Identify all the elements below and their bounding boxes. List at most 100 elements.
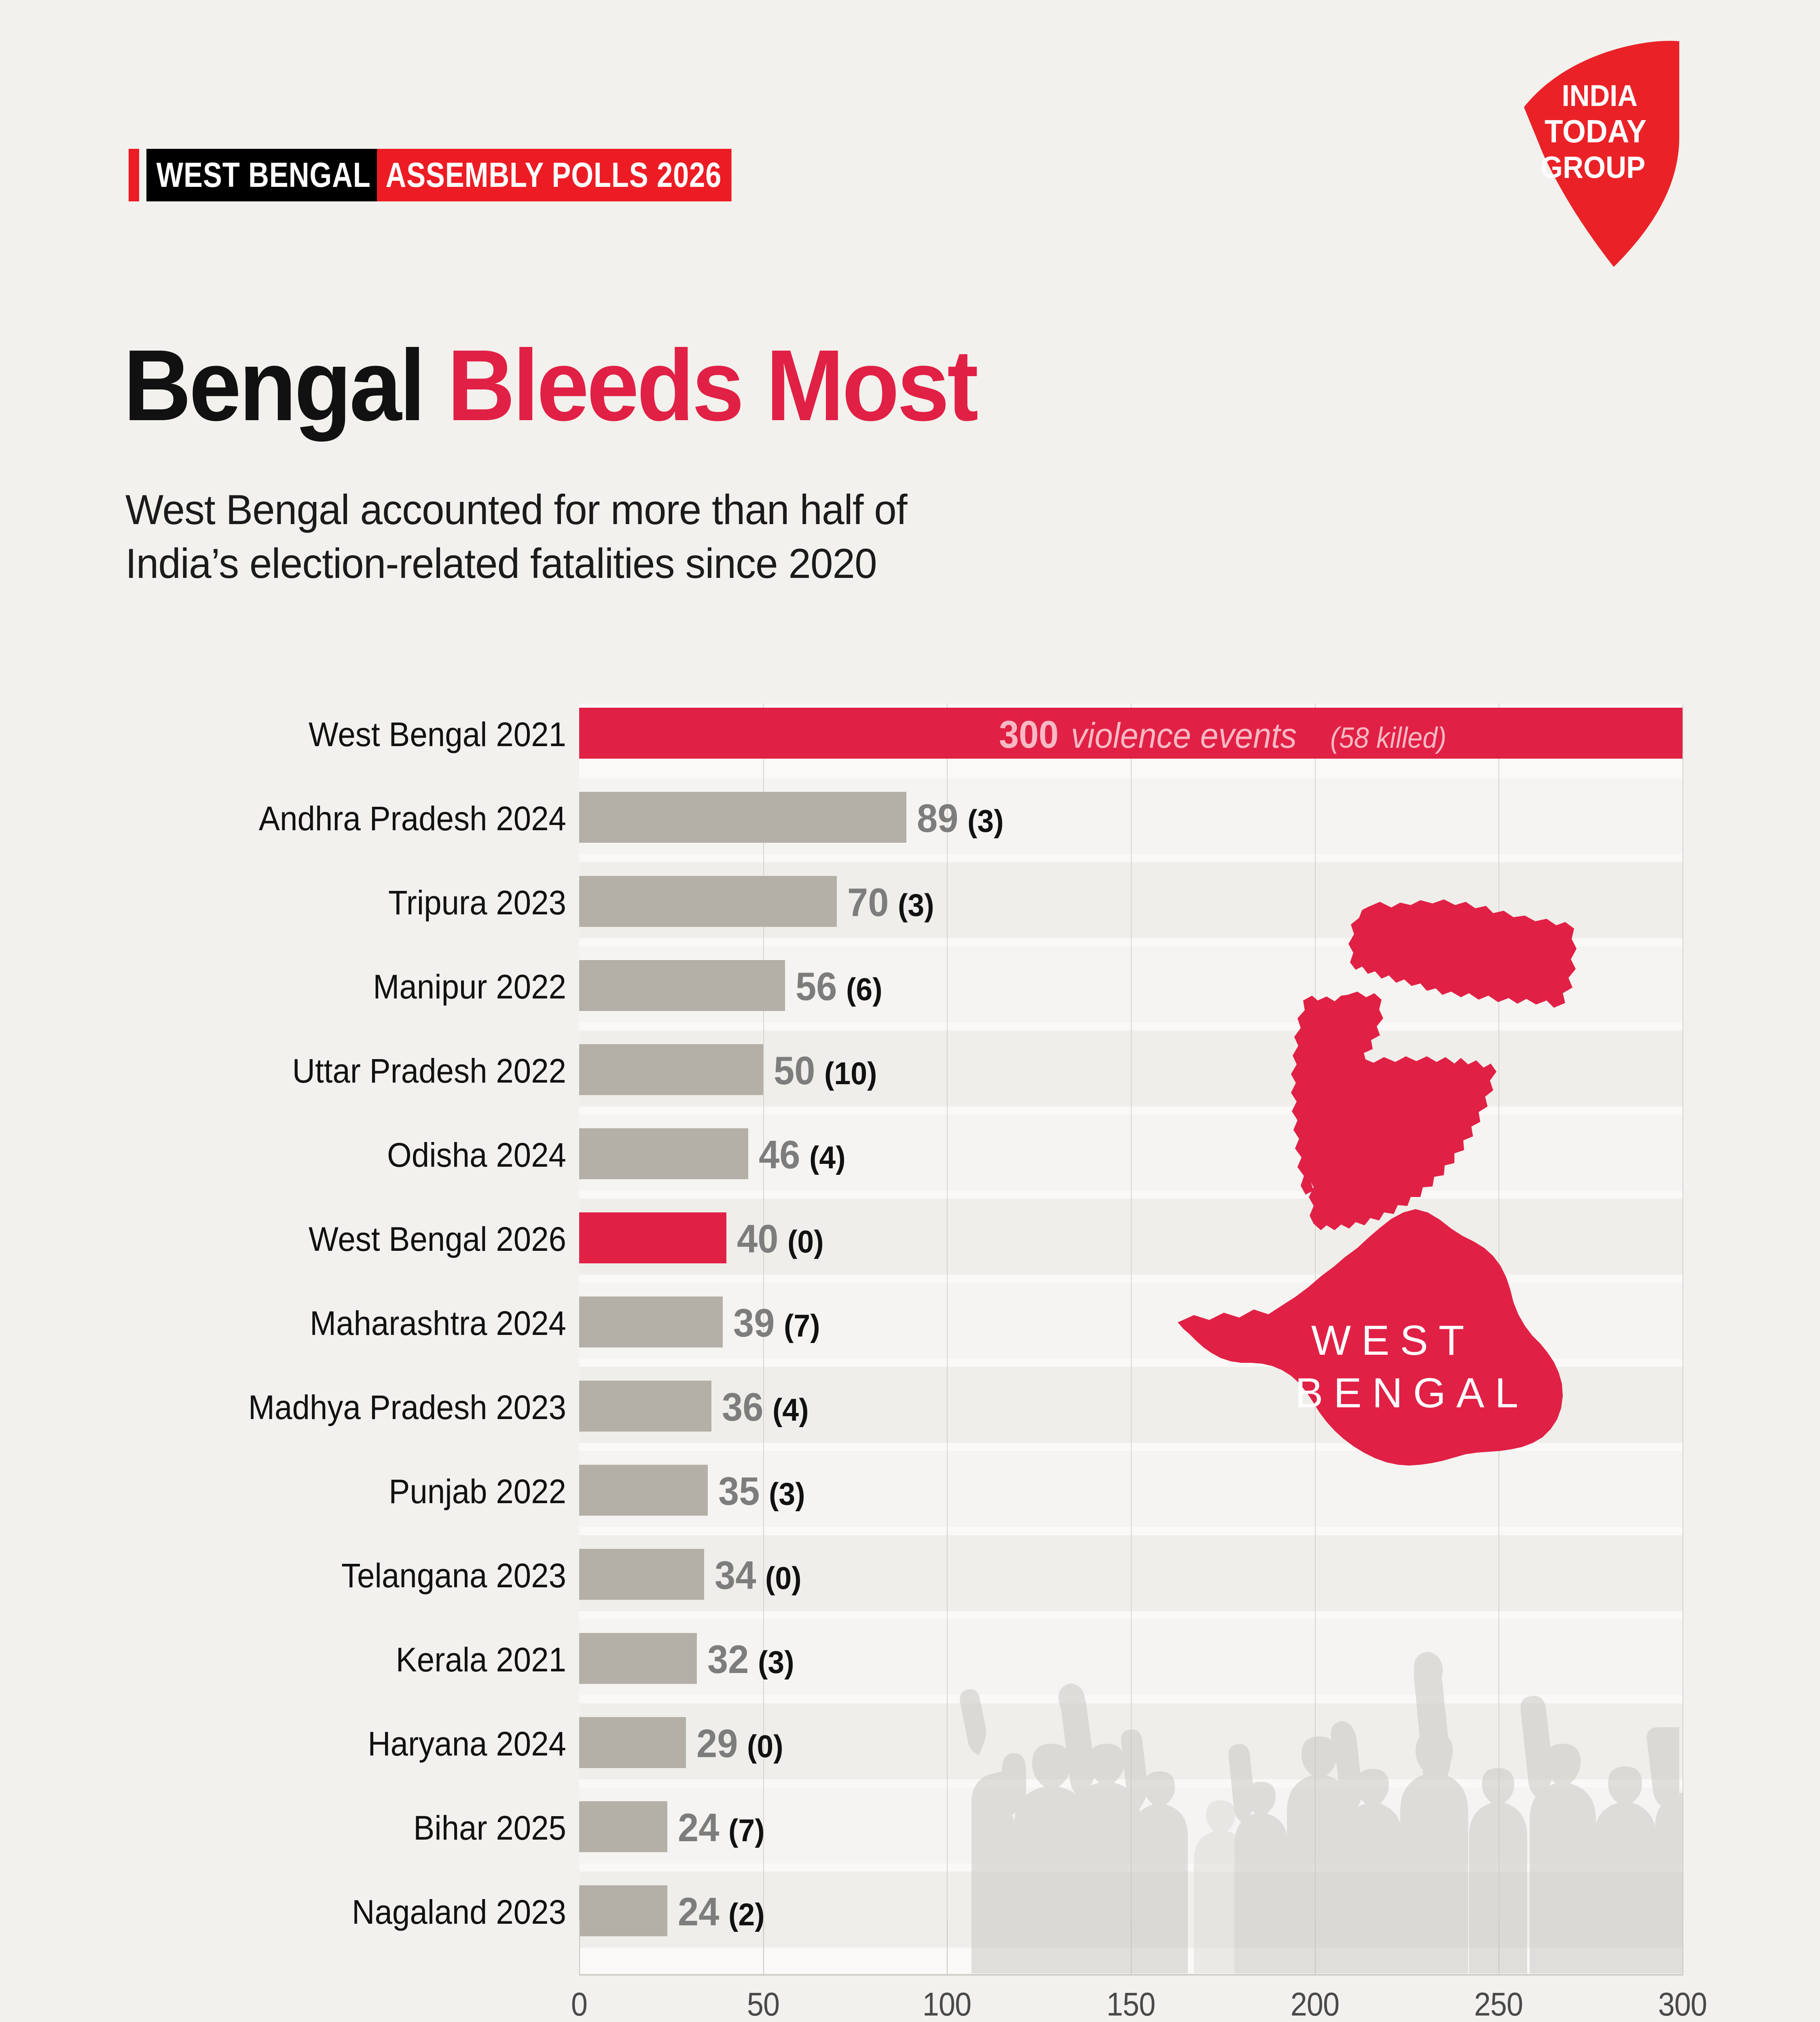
row-label-west-bengal-2026: West Bengal 2026 (309, 1220, 566, 1258)
killed-count: (4) (772, 1392, 809, 1428)
row-label-manipur-2022: Manipur 2022 (373, 968, 566, 1006)
highlight-events-count: 300 (999, 713, 1059, 756)
title-part-bengal: Bengal (123, 328, 447, 442)
tick-label-150: 150 (1106, 1986, 1155, 2022)
events-count: 29 (696, 1721, 738, 1766)
bar-andhra-pradesh-2024 (579, 792, 907, 843)
banner-state-label: WEST BENGAL (146, 149, 382, 201)
killed-count: (4) (809, 1140, 846, 1175)
killed-count: (3) (769, 1476, 805, 1512)
banner-gap (139, 149, 146, 201)
row-label-punjab-2022: Punjab 2022 (389, 1472, 566, 1510)
subtitle-line-1: West Bengal accounted for more than half… (125, 486, 908, 533)
killed-count: (3) (897, 887, 934, 923)
subtitle-line-2: India’s election-related fatalities sinc… (125, 540, 877, 588)
tick-mark-0 (579, 1921, 580, 1974)
events-count: 40 (736, 1216, 779, 1261)
events-count: 39 (733, 1301, 775, 1345)
tick-mark-50 (763, 1921, 764, 1974)
row-value-bihar-2025: 24 (7) (678, 1808, 767, 1847)
row-label-tripura-2023: Tripura 2023 (388, 884, 566, 922)
row-value-punjab-2022: 35 (3) (718, 1471, 807, 1511)
events-count: 36 (722, 1385, 764, 1429)
title-part-bleeds-most: Bleeds Most (447, 328, 979, 442)
killed-count: (0) (765, 1560, 802, 1596)
killed-count: (6) (846, 971, 882, 1007)
events-count: 89 (917, 796, 959, 840)
events-count: 34 (715, 1553, 756, 1597)
bar-nagaland-2023 (579, 1885, 668, 1936)
row-value-telangana-2023: 34 (0) (715, 1555, 804, 1595)
gridline-50 (763, 704, 764, 1973)
row-label-uttar-pradesh-2022: Uttar Pradesh 2022 (292, 1052, 566, 1090)
killed-count: (7) (728, 1813, 765, 1848)
bar-manipur-2022 (579, 960, 785, 1011)
x-axis-line (579, 1974, 1683, 1975)
tick-label-100: 100 (923, 1986, 971, 2022)
tick-label-300: 300 (1658, 1986, 1707, 2022)
killed-count: (0) (787, 1224, 824, 1259)
tick-label-50: 50 (747, 1986, 780, 2022)
row-value-tripura-2023: 70 (3) (847, 882, 936, 922)
bar-haryana-2024 (579, 1717, 686, 1768)
gridline-250 (1498, 704, 1500, 1973)
tick-mark-200 (1314, 1921, 1316, 1974)
row-value-uttar-pradesh-2022: 50 (10) (774, 1051, 880, 1090)
events-count: 56 (796, 964, 837, 1009)
events-count: 46 (759, 1132, 800, 1177)
bar-maharashtra-2024 (579, 1297, 723, 1347)
events-count: 24 (678, 1805, 720, 1850)
bar-kerala-2021 (579, 1633, 697, 1684)
events-count: 32 (707, 1637, 749, 1681)
bar-west-bengal-2026 (579, 1212, 726, 1263)
row-label-kerala-2021: Kerala 2021 (396, 1641, 566, 1679)
banner-event-block: ASSEMBLY POLLS 2026 (377, 149, 809, 201)
logo-text-today: TODAY (1545, 114, 1646, 150)
row-label-bihar-2025: Bihar 2025 (413, 1809, 566, 1847)
killed-count: (3) (758, 1644, 794, 1680)
killed-count: (3) (967, 803, 1004, 839)
bar-uttar-pradesh-2022 (579, 1044, 763, 1095)
killed-count: (7) (783, 1308, 820, 1343)
tick-label-0: 0 (571, 1986, 588, 2022)
gridline-200 (1314, 704, 1316, 1973)
bar-bihar-2025 (579, 1801, 668, 1852)
row-label-nagaland-2023: Nagaland 2023 (352, 1893, 566, 1931)
bar-telangana-2023 (579, 1549, 705, 1600)
row-value-madhya-pradesh-2023: 36 (4) (722, 1387, 811, 1427)
tick-mark-100 (947, 1921, 948, 1974)
india-today-group-logo: INDIA TODAY GROUP (1521, 32, 1682, 271)
bar-odisha-2024 (579, 1128, 749, 1179)
row-value-kerala-2021: 32 (3) (707, 1639, 796, 1679)
row-value-maharashtra-2024: 39 (7) (733, 1303, 822, 1343)
events-count: 35 (718, 1469, 760, 1513)
killed-count: (2) (728, 1897, 765, 1932)
row-label-maharashtra-2024: Maharashtra 2024 (309, 1304, 566, 1342)
logo-text-group: GROUP (1541, 150, 1645, 185)
row-value-haryana-2024: 29 (0) (696, 1724, 785, 1763)
highlight-killed-text: (58 killed) (1330, 722, 1446, 754)
highlight-events-text: violence events (1071, 715, 1297, 755)
gridline-150 (1131, 704, 1132, 1973)
killed-count: (0) (747, 1728, 783, 1764)
header-banner: WEST BENGAL ASSEMBLY POLLS 2026 (129, 149, 810, 201)
row-label-andhra-pradesh-2024: Andhra Pradesh 2024 (258, 799, 566, 838)
page-title: Bengal Bleeds Most (123, 334, 978, 436)
tick-mark-150 (1131, 1921, 1132, 1974)
events-count: 70 (847, 880, 889, 924)
row-label-west-bengal-2021: West Bengal 2021 (309, 715, 566, 753)
bar-tripura-2023 (579, 876, 837, 927)
page-subtitle: West Bengal accounted for more than half… (125, 483, 908, 591)
bar-punjab-2022 (579, 1465, 708, 1516)
logo-text-india: INDIA (1562, 79, 1638, 113)
tick-label-250: 250 (1474, 1986, 1523, 2022)
row-value-odisha-2024: 46 (4) (759, 1135, 848, 1174)
row-label-telangana-2023: Telangana 2023 (341, 1557, 566, 1595)
bar-west-bengal-2021 (579, 708, 1682, 759)
row-label-haryana-2024: Haryana 2024 (368, 1725, 566, 1763)
banner-state-block: WEST BENGAL (146, 149, 434, 201)
row-label-odisha-2024: Odisha 2024 (387, 1136, 566, 1174)
gridline-100 (947, 704, 948, 1973)
banner-event-label: ASSEMBLY POLLS 2026 (377, 149, 732, 201)
bar-chart: WEST BENGAL Andhra Pradesh 2024 89 (3) Trip… (0, 704, 1820, 2022)
